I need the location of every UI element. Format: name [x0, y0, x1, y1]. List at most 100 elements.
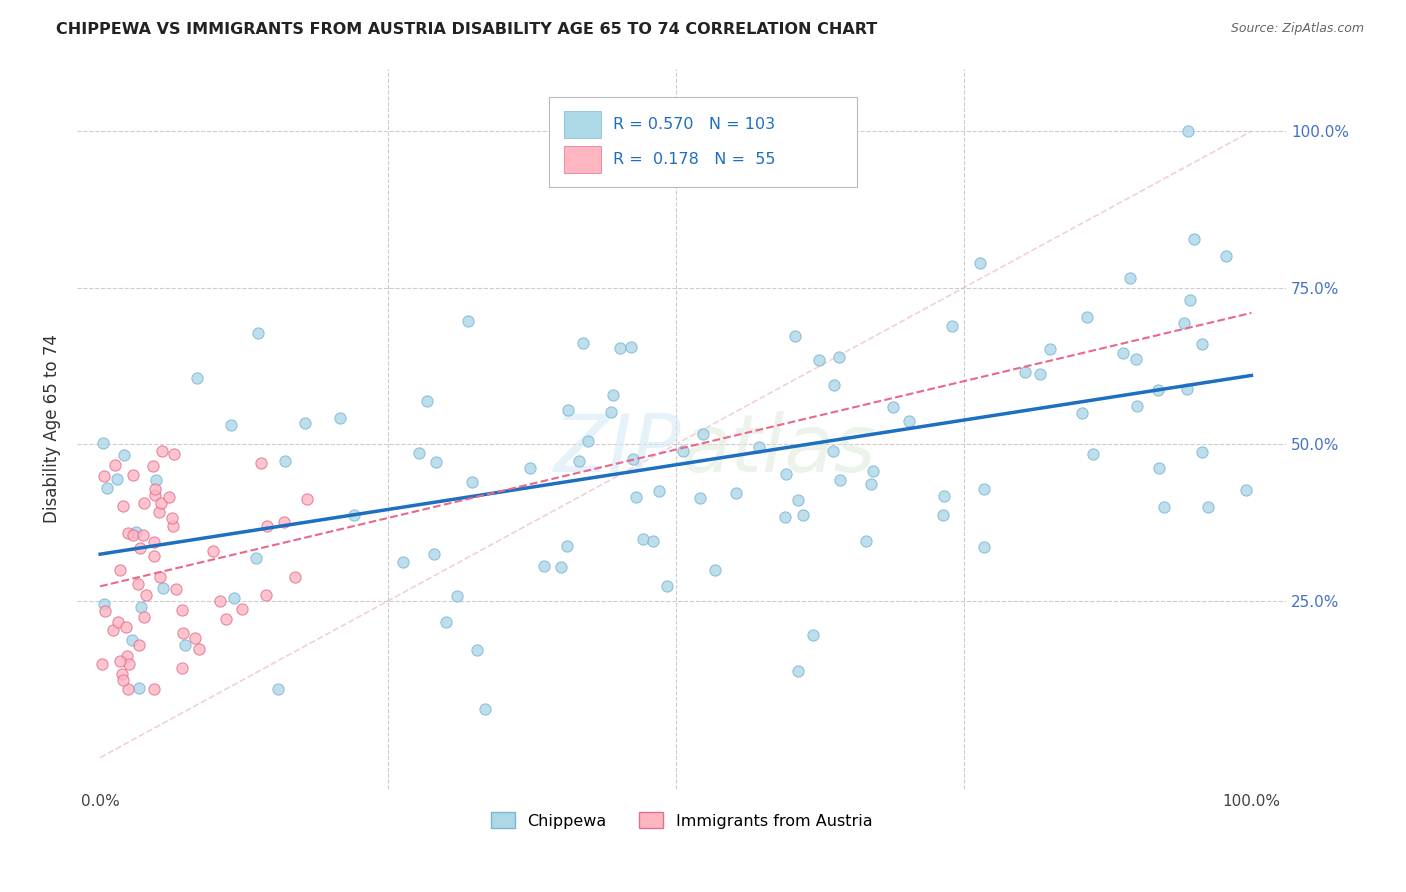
Point: [808, 353, 831, 368]
Legend: Chippewa, Immigrants from Austria: Chippewa, Immigrants from Austria: [485, 805, 879, 835]
Point: [108, 654, 131, 668]
Point: [775, 510, 797, 524]
Point: [131, 528, 153, 542]
Point: [882, 401, 904, 415]
Point: [692, 426, 714, 441]
Bar: [564, 111, 600, 138]
Point: [1191, 336, 1213, 351]
Point: [110, 666, 132, 681]
Point: [160, 510, 183, 524]
Point: [602, 388, 624, 402]
Point: [135, 588, 157, 602]
Point: [231, 601, 253, 615]
Point: [202, 544, 225, 558]
Point: [128, 681, 150, 695]
FancyBboxPatch shape: [548, 97, 856, 187]
Point: [145, 473, 167, 487]
Point: [1112, 345, 1135, 359]
Point: [215, 612, 238, 626]
Point: [425, 455, 447, 469]
Text: ZIP: ZIP: [554, 411, 682, 490]
Point: [96, 481, 118, 495]
Point: [408, 446, 430, 460]
Point: [557, 403, 579, 417]
Point: [533, 559, 555, 574]
Point: [219, 418, 242, 433]
Point: [446, 590, 468, 604]
Point: [672, 443, 695, 458]
Point: [724, 486, 747, 500]
Point: [108, 563, 131, 577]
Point: [830, 473, 852, 487]
Point: [172, 603, 194, 617]
Point: [187, 641, 209, 656]
Point: [112, 499, 135, 513]
Point: [143, 488, 166, 502]
Point: [222, 591, 245, 606]
Point: [624, 491, 647, 505]
Point: [416, 394, 439, 409]
Point: [550, 559, 572, 574]
Point: [1126, 400, 1149, 414]
Point: [1191, 445, 1213, 459]
Point: [855, 533, 877, 548]
Point: [143, 681, 166, 696]
Point: [122, 528, 145, 542]
Point: [621, 452, 644, 467]
Point: [576, 434, 599, 448]
Point: [572, 335, 595, 350]
Point: [132, 496, 155, 510]
Point: [434, 615, 457, 629]
Point: [1076, 310, 1098, 325]
Point: [1039, 342, 1062, 356]
Point: [689, 491, 711, 505]
Point: [862, 464, 884, 478]
Point: [157, 490, 180, 504]
Point: [1125, 352, 1147, 367]
Point: [828, 350, 851, 364]
Point: [973, 482, 995, 496]
Point: [134, 609, 156, 624]
Point: [1029, 367, 1052, 381]
Point: [609, 342, 631, 356]
Point: [641, 533, 664, 548]
Point: [93, 604, 115, 618]
Point: [557, 539, 579, 553]
Point: [165, 582, 187, 597]
Point: [118, 657, 141, 671]
Point: [823, 378, 845, 392]
Point: [821, 443, 844, 458]
Point: [392, 555, 415, 569]
Point: [1147, 383, 1170, 397]
Point: [129, 541, 152, 556]
Point: [1177, 124, 1199, 138]
Point: [295, 491, 318, 506]
Point: [1153, 500, 1175, 515]
Point: [932, 508, 955, 523]
Point: [1173, 316, 1195, 330]
Point: [1070, 407, 1092, 421]
Point: [117, 525, 139, 540]
Point: [792, 508, 814, 522]
Text: R = 0.570   N = 103: R = 0.570 N = 103: [613, 117, 775, 132]
Point: [143, 482, 166, 496]
Point: [247, 326, 270, 341]
Point: [128, 639, 150, 653]
Point: [115, 649, 138, 664]
Point: [150, 496, 173, 510]
Point: [122, 468, 145, 483]
Point: [1215, 249, 1237, 263]
Point: [1234, 483, 1257, 497]
Point: [266, 682, 288, 697]
Point: [422, 548, 444, 562]
Point: [162, 518, 184, 533]
Point: [620, 340, 643, 354]
Point: [105, 472, 128, 486]
Point: [465, 643, 488, 657]
Point: [245, 551, 267, 566]
Point: [1119, 270, 1142, 285]
Text: atlas: atlas: [682, 411, 876, 490]
Point: [90, 657, 112, 671]
Point: [127, 577, 149, 591]
Point: [457, 314, 479, 328]
